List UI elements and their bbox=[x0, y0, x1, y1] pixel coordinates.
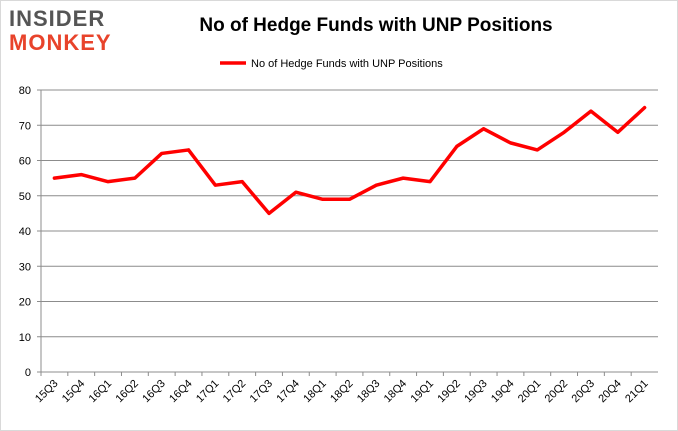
data-point bbox=[455, 144, 459, 148]
data-point bbox=[482, 127, 486, 131]
x-tick-label: 15Q4 bbox=[60, 378, 88, 406]
x-tick-label: 18Q2 bbox=[328, 378, 356, 406]
x-tick-label: 20Q3 bbox=[570, 378, 598, 406]
data-point bbox=[133, 176, 137, 180]
x-tick-label: 18Q3 bbox=[355, 378, 383, 406]
x-tick-label: 16Q2 bbox=[113, 378, 141, 406]
data-point bbox=[348, 197, 351, 201]
data-point bbox=[267, 211, 271, 215]
data-point bbox=[52, 176, 56, 180]
x-tick-label: 19Q3 bbox=[462, 378, 490, 406]
x-tick-label: 20Q1 bbox=[516, 378, 544, 406]
y-tick-label: 80 bbox=[19, 85, 31, 97]
x-tick-label: 15Q3 bbox=[33, 378, 61, 406]
data-point bbox=[321, 197, 325, 201]
x-tick-label: 17Q3 bbox=[248, 378, 276, 406]
x-tick-label: 20Q2 bbox=[543, 378, 571, 406]
y-tick-label: 70 bbox=[19, 120, 31, 132]
data-point bbox=[616, 130, 620, 134]
x-tick-label: 20Q4 bbox=[596, 378, 624, 406]
data-point bbox=[428, 180, 432, 184]
x-tick-label: 21Q1 bbox=[623, 378, 651, 406]
x-tick-label: 16Q4 bbox=[167, 378, 195, 406]
data-point bbox=[508, 141, 512, 145]
data-point bbox=[643, 106, 647, 110]
x-tick-label: 18Q1 bbox=[301, 378, 329, 406]
data-point bbox=[401, 176, 405, 180]
data-point bbox=[79, 173, 83, 177]
legend-label: No of Hedge Funds with UNP Positions bbox=[251, 58, 443, 70]
y-tick-label: 0 bbox=[25, 367, 31, 379]
chart-title: No of Hedge Funds with UNP Positions bbox=[199, 15, 553, 36]
data-point bbox=[589, 109, 593, 113]
y-tick-label: 40 bbox=[19, 226, 31, 238]
x-tick-label: 19Q4 bbox=[489, 378, 517, 406]
y-tick-label: 60 bbox=[19, 156, 31, 168]
y-tick-label: 30 bbox=[19, 261, 31, 273]
data-point bbox=[213, 183, 217, 187]
data-point bbox=[106, 180, 110, 184]
data-point bbox=[294, 190, 298, 194]
x-tick-label: 17Q1 bbox=[194, 378, 222, 406]
data-point bbox=[160, 151, 164, 155]
x-tick-label: 16Q3 bbox=[140, 378, 168, 406]
data-point bbox=[240, 180, 244, 184]
x-tick-label: 19Q1 bbox=[409, 378, 437, 406]
y-tick-label: 50 bbox=[19, 191, 31, 203]
x-tick-label: 16Q1 bbox=[87, 378, 115, 406]
data-point bbox=[562, 130, 566, 134]
data-point bbox=[535, 148, 539, 152]
data-point bbox=[187, 148, 191, 152]
x-tick-label: 17Q2 bbox=[221, 378, 249, 406]
x-tick-label: 19Q2 bbox=[435, 378, 463, 406]
y-tick-label: 20 bbox=[19, 297, 31, 309]
y-tick-label: 10 bbox=[19, 332, 31, 344]
x-tick-label: 18Q4 bbox=[382, 378, 410, 406]
x-tick-label: 17Q4 bbox=[274, 378, 302, 406]
data-point bbox=[374, 183, 378, 187]
logo-line1: INSIDER bbox=[9, 6, 106, 31]
insider-monkey-logo: INSIDER MONKEY bbox=[9, 7, 127, 57]
logo-line2: MONKEY bbox=[9, 30, 112, 55]
